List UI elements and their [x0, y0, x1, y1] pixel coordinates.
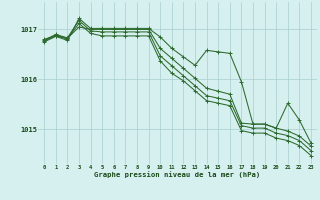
X-axis label: Graphe pression niveau de la mer (hPa): Graphe pression niveau de la mer (hPa)	[94, 171, 261, 178]
